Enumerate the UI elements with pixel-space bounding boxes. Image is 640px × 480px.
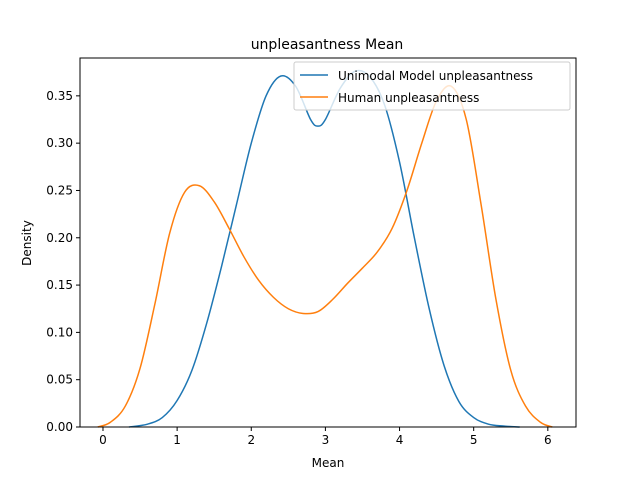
x-tick-label: 0 bbox=[99, 433, 107, 447]
y-tick-label: 0.35 bbox=[46, 89, 73, 103]
legend-box bbox=[293, 61, 571, 111]
y-tick-label: 0.10 bbox=[46, 325, 73, 339]
x-tick-label: 5 bbox=[470, 433, 478, 447]
x-axis-ticks: 0 1 2 3 4 5 6 bbox=[99, 427, 552, 447]
y-tick-label: 0.30 bbox=[46, 136, 73, 150]
y-tick-label: 0.15 bbox=[46, 278, 73, 292]
y-axis-label: Density bbox=[20, 220, 34, 266]
series-line-human bbox=[97, 84, 553, 428]
y-tick-label: 0.00 bbox=[46, 420, 73, 434]
series-layer bbox=[97, 69, 553, 428]
y-axis-ticks: 0.00 0.05 0.10 0.15 0.20 0.25 0.30 0.35 bbox=[46, 89, 80, 434]
series-line-unimodal-model bbox=[128, 69, 520, 428]
x-tick-label: 2 bbox=[247, 433, 255, 447]
legend: Unimodal Model unpleasantness Human unpl… bbox=[293, 61, 571, 111]
x-tick-label: 1 bbox=[173, 433, 181, 447]
x-tick-label: 3 bbox=[322, 433, 330, 447]
y-tick-label: 0.20 bbox=[46, 231, 73, 245]
legend-label-human: Human unpleasantness bbox=[338, 91, 479, 105]
y-tick-label: 0.25 bbox=[46, 183, 73, 197]
plot-frame bbox=[79, 57, 577, 428]
legend-label-unimodal-model: Unimodal Model unpleasantness bbox=[338, 69, 533, 83]
chart-title: unpleasantness Mean bbox=[251, 37, 404, 53]
x-tick-label: 4 bbox=[396, 433, 404, 447]
x-axis-label: Mean bbox=[312, 456, 345, 470]
x-tick-label: 6 bbox=[544, 433, 552, 447]
y-tick-label: 0.05 bbox=[46, 373, 73, 387]
